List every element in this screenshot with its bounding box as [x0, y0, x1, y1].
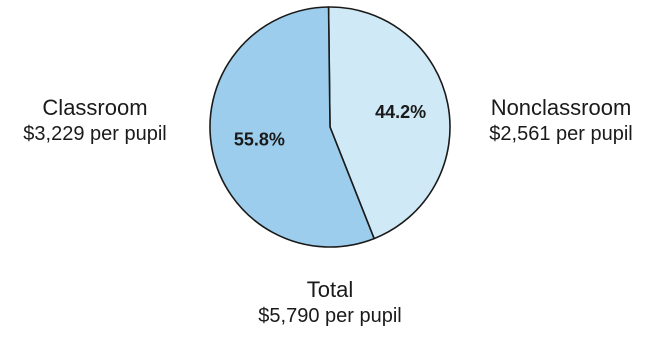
total-amount: $5,790 per pupil: [258, 304, 402, 327]
pie-slice-nonclassroom: [327, 6, 451, 240]
nonclassroom-amount: $2,561 per pupil: [489, 122, 633, 145]
pie-slice-label-classroom: 55.8%: [234, 130, 285, 150]
nonclassroom-label: Nonclassroom $2,561 per pupil: [468, 94, 649, 147]
total-label: Total $5,790 per pupil: [225, 276, 435, 329]
classroom-label: Classroom $3,229 per pupil: [0, 94, 190, 147]
pie-slice-label-nonclassroom: 44.2%: [375, 102, 426, 122]
pie-slice-classroom: [209, 6, 375, 248]
nonclassroom-name: Nonclassroom: [490, 95, 632, 120]
classroom-amount: $3,229 per pupil: [23, 122, 167, 145]
classroom-name: Classroom: [42, 95, 148, 120]
total-name: Total: [306, 277, 354, 302]
